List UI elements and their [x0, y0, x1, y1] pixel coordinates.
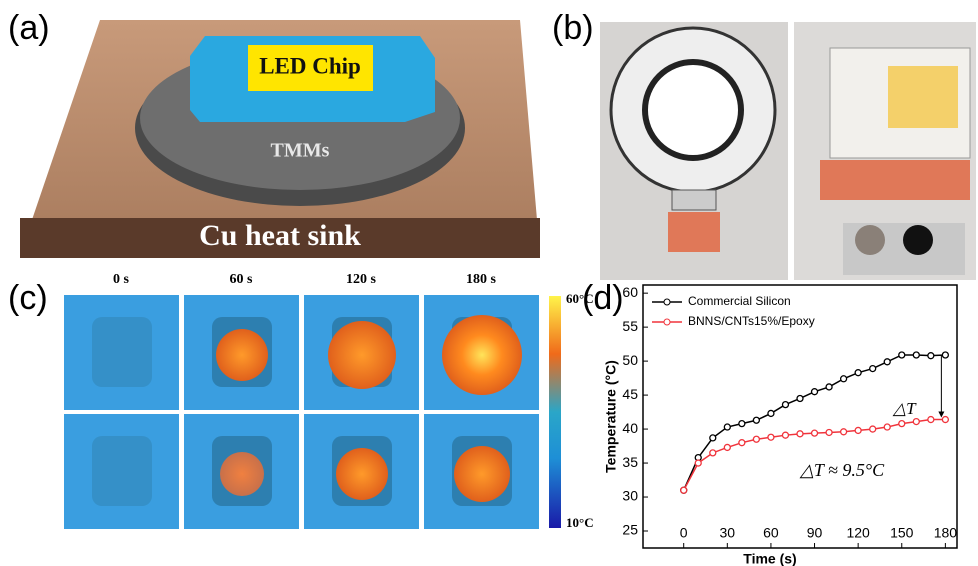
y-axis-label: Temperature (°C)	[603, 360, 619, 473]
board-outline	[92, 436, 152, 506]
data-point	[884, 359, 890, 365]
hot-spot	[454, 446, 510, 502]
heatsink-photo	[668, 212, 720, 252]
chip-label: LED Chip	[259, 53, 361, 78]
data-point	[797, 395, 803, 401]
annotation: △T	[892, 399, 917, 418]
y-tick-label: 40	[622, 420, 638, 436]
data-point	[710, 435, 716, 441]
data-point	[884, 424, 890, 430]
data-point	[942, 352, 948, 358]
data-point	[724, 444, 730, 450]
data-point	[899, 421, 905, 427]
x-tick-label: 180	[934, 525, 958, 541]
time-label: 60 s	[230, 272, 254, 287]
x-tick-label: 0	[680, 525, 688, 541]
colorbar	[549, 296, 561, 528]
y-tick-label: 45	[622, 386, 638, 402]
y-tick-label: 35	[622, 454, 638, 470]
data-point	[855, 370, 861, 376]
data-point	[739, 440, 745, 446]
data-point	[899, 352, 905, 358]
data-point	[928, 417, 934, 423]
time-label: 0 s	[113, 272, 130, 287]
figure: (a) Cu heat sink TMMs LED Chip (b) (c) 0…	[0, 0, 978, 566]
data-point	[782, 402, 788, 408]
data-point	[768, 434, 774, 440]
heatsink-close	[820, 160, 970, 200]
data-point	[942, 417, 948, 423]
x-tick-label: 60	[763, 525, 779, 541]
annotation: △T ≈ 9.5°C	[799, 460, 885, 480]
data-point	[753, 417, 759, 423]
data-point	[870, 426, 876, 432]
data-point	[855, 427, 861, 433]
panel-label: (a)	[8, 9, 50, 47]
data-point	[841, 429, 847, 435]
led-emitter	[888, 66, 958, 128]
data-point	[841, 376, 847, 382]
data-point	[768, 410, 774, 416]
data-point	[710, 450, 716, 456]
hot-spot	[220, 452, 264, 496]
data-point	[739, 421, 745, 427]
legend-label: BNNS/CNTs15%/Epoxy	[688, 314, 815, 328]
data-point	[753, 436, 759, 442]
sink-label: Cu heat sink	[199, 219, 361, 252]
data-point	[826, 384, 832, 390]
x-tick-label: 120	[846, 525, 870, 541]
data-point	[913, 352, 919, 358]
tmm-label: TMMs	[271, 140, 330, 162]
data-point	[797, 431, 803, 437]
data-point	[870, 366, 876, 372]
hot-spot	[216, 329, 268, 381]
y-tick-label: 55	[622, 318, 638, 334]
data-point	[681, 487, 687, 493]
panel-label: (c)	[8, 279, 48, 317]
x-axis-label: Time (s)	[743, 551, 796, 566]
legend-label: Commercial Silicon	[688, 294, 791, 308]
led-board	[672, 190, 716, 210]
board-outline	[92, 317, 152, 387]
data-point	[913, 419, 919, 425]
x-tick-label: 90	[807, 525, 823, 541]
time-label: 180 s	[466, 272, 497, 287]
sample-silicon	[855, 225, 885, 255]
data-point	[826, 429, 832, 435]
hot-spot	[328, 321, 396, 389]
y-tick-label: 50	[622, 352, 638, 368]
figure-canvas: (a) Cu heat sink TMMs LED Chip (b) (c) 0…	[0, 0, 978, 566]
data-point	[695, 460, 701, 466]
legend-marker	[664, 319, 670, 325]
data-point	[928, 353, 934, 359]
x-tick-label: 30	[720, 525, 736, 541]
time-label: 120 s	[346, 272, 377, 287]
legend-marker	[664, 299, 670, 305]
chart: 25 30 35 40 45 50 55 60 0 30 60 90 120 150 180 Time (s)…	[603, 284, 958, 566]
x-tick-label: 150	[890, 525, 914, 541]
hot-spot	[336, 448, 388, 500]
y-tick-label: 25	[622, 522, 638, 538]
data-point	[724, 424, 730, 430]
panel-label: (d)	[582, 279, 624, 317]
data-point	[812, 430, 818, 436]
panel-label: (b)	[552, 9, 594, 47]
y-tick-label: 30	[622, 488, 638, 504]
sample-composite	[903, 225, 933, 255]
scale-min: 10°C	[566, 515, 594, 530]
data-point	[782, 432, 788, 438]
thermal-grid: 0 s 60 s 120 s 180 s	[64, 272, 539, 529]
hot-spot	[442, 315, 522, 395]
y-tick-label: 60	[622, 284, 638, 300]
data-point	[812, 389, 818, 395]
logo-inner	[645, 62, 741, 158]
